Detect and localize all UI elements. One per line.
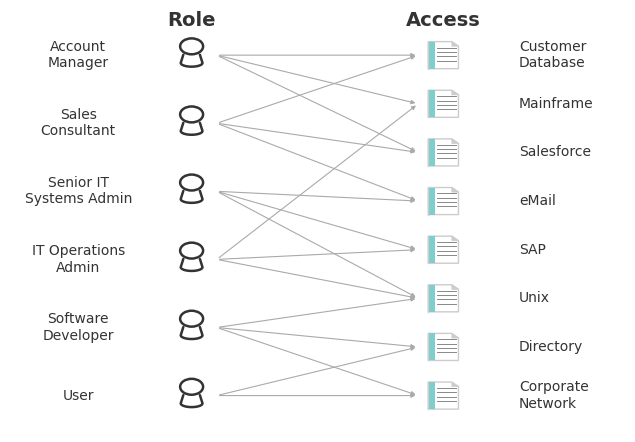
PathPatch shape <box>452 187 458 192</box>
Text: User: User <box>63 389 94 403</box>
FancyBboxPatch shape <box>428 382 435 409</box>
Text: Software
Developer: Software Developer <box>43 312 114 343</box>
PathPatch shape <box>428 42 458 69</box>
Text: SAP: SAP <box>519 243 546 257</box>
PathPatch shape <box>452 382 458 387</box>
PathPatch shape <box>428 285 458 312</box>
Text: Mainframe: Mainframe <box>519 97 594 111</box>
FancyBboxPatch shape <box>428 285 435 312</box>
PathPatch shape <box>428 382 458 409</box>
Text: eMail: eMail <box>519 194 556 208</box>
FancyBboxPatch shape <box>428 187 435 214</box>
FancyBboxPatch shape <box>428 139 435 166</box>
Text: Corporate
Network: Corporate Network <box>519 381 589 411</box>
Text: Account
Manager: Account Manager <box>48 40 109 70</box>
PathPatch shape <box>428 139 458 166</box>
Text: Customer
Database: Customer Database <box>519 40 586 70</box>
Text: Sales
Consultant: Sales Consultant <box>41 108 116 138</box>
PathPatch shape <box>452 285 458 290</box>
Text: Role: Role <box>168 11 216 30</box>
PathPatch shape <box>452 333 458 338</box>
PathPatch shape <box>428 333 458 361</box>
Text: Senior IT
Systems Admin: Senior IT Systems Admin <box>25 176 132 206</box>
FancyBboxPatch shape <box>428 42 435 69</box>
PathPatch shape <box>428 187 458 214</box>
PathPatch shape <box>452 236 458 241</box>
Text: Access: Access <box>406 11 481 30</box>
Text: IT Operations
Admin: IT Operations Admin <box>32 244 125 274</box>
PathPatch shape <box>452 42 458 46</box>
FancyBboxPatch shape <box>428 90 435 117</box>
PathPatch shape <box>428 90 458 117</box>
PathPatch shape <box>452 139 458 144</box>
PathPatch shape <box>428 236 458 263</box>
Text: Directory: Directory <box>519 340 583 354</box>
FancyBboxPatch shape <box>428 236 435 263</box>
Text: Unix: Unix <box>519 291 550 305</box>
FancyBboxPatch shape <box>428 333 435 361</box>
PathPatch shape <box>452 90 458 95</box>
Text: Salesforce: Salesforce <box>519 145 591 160</box>
